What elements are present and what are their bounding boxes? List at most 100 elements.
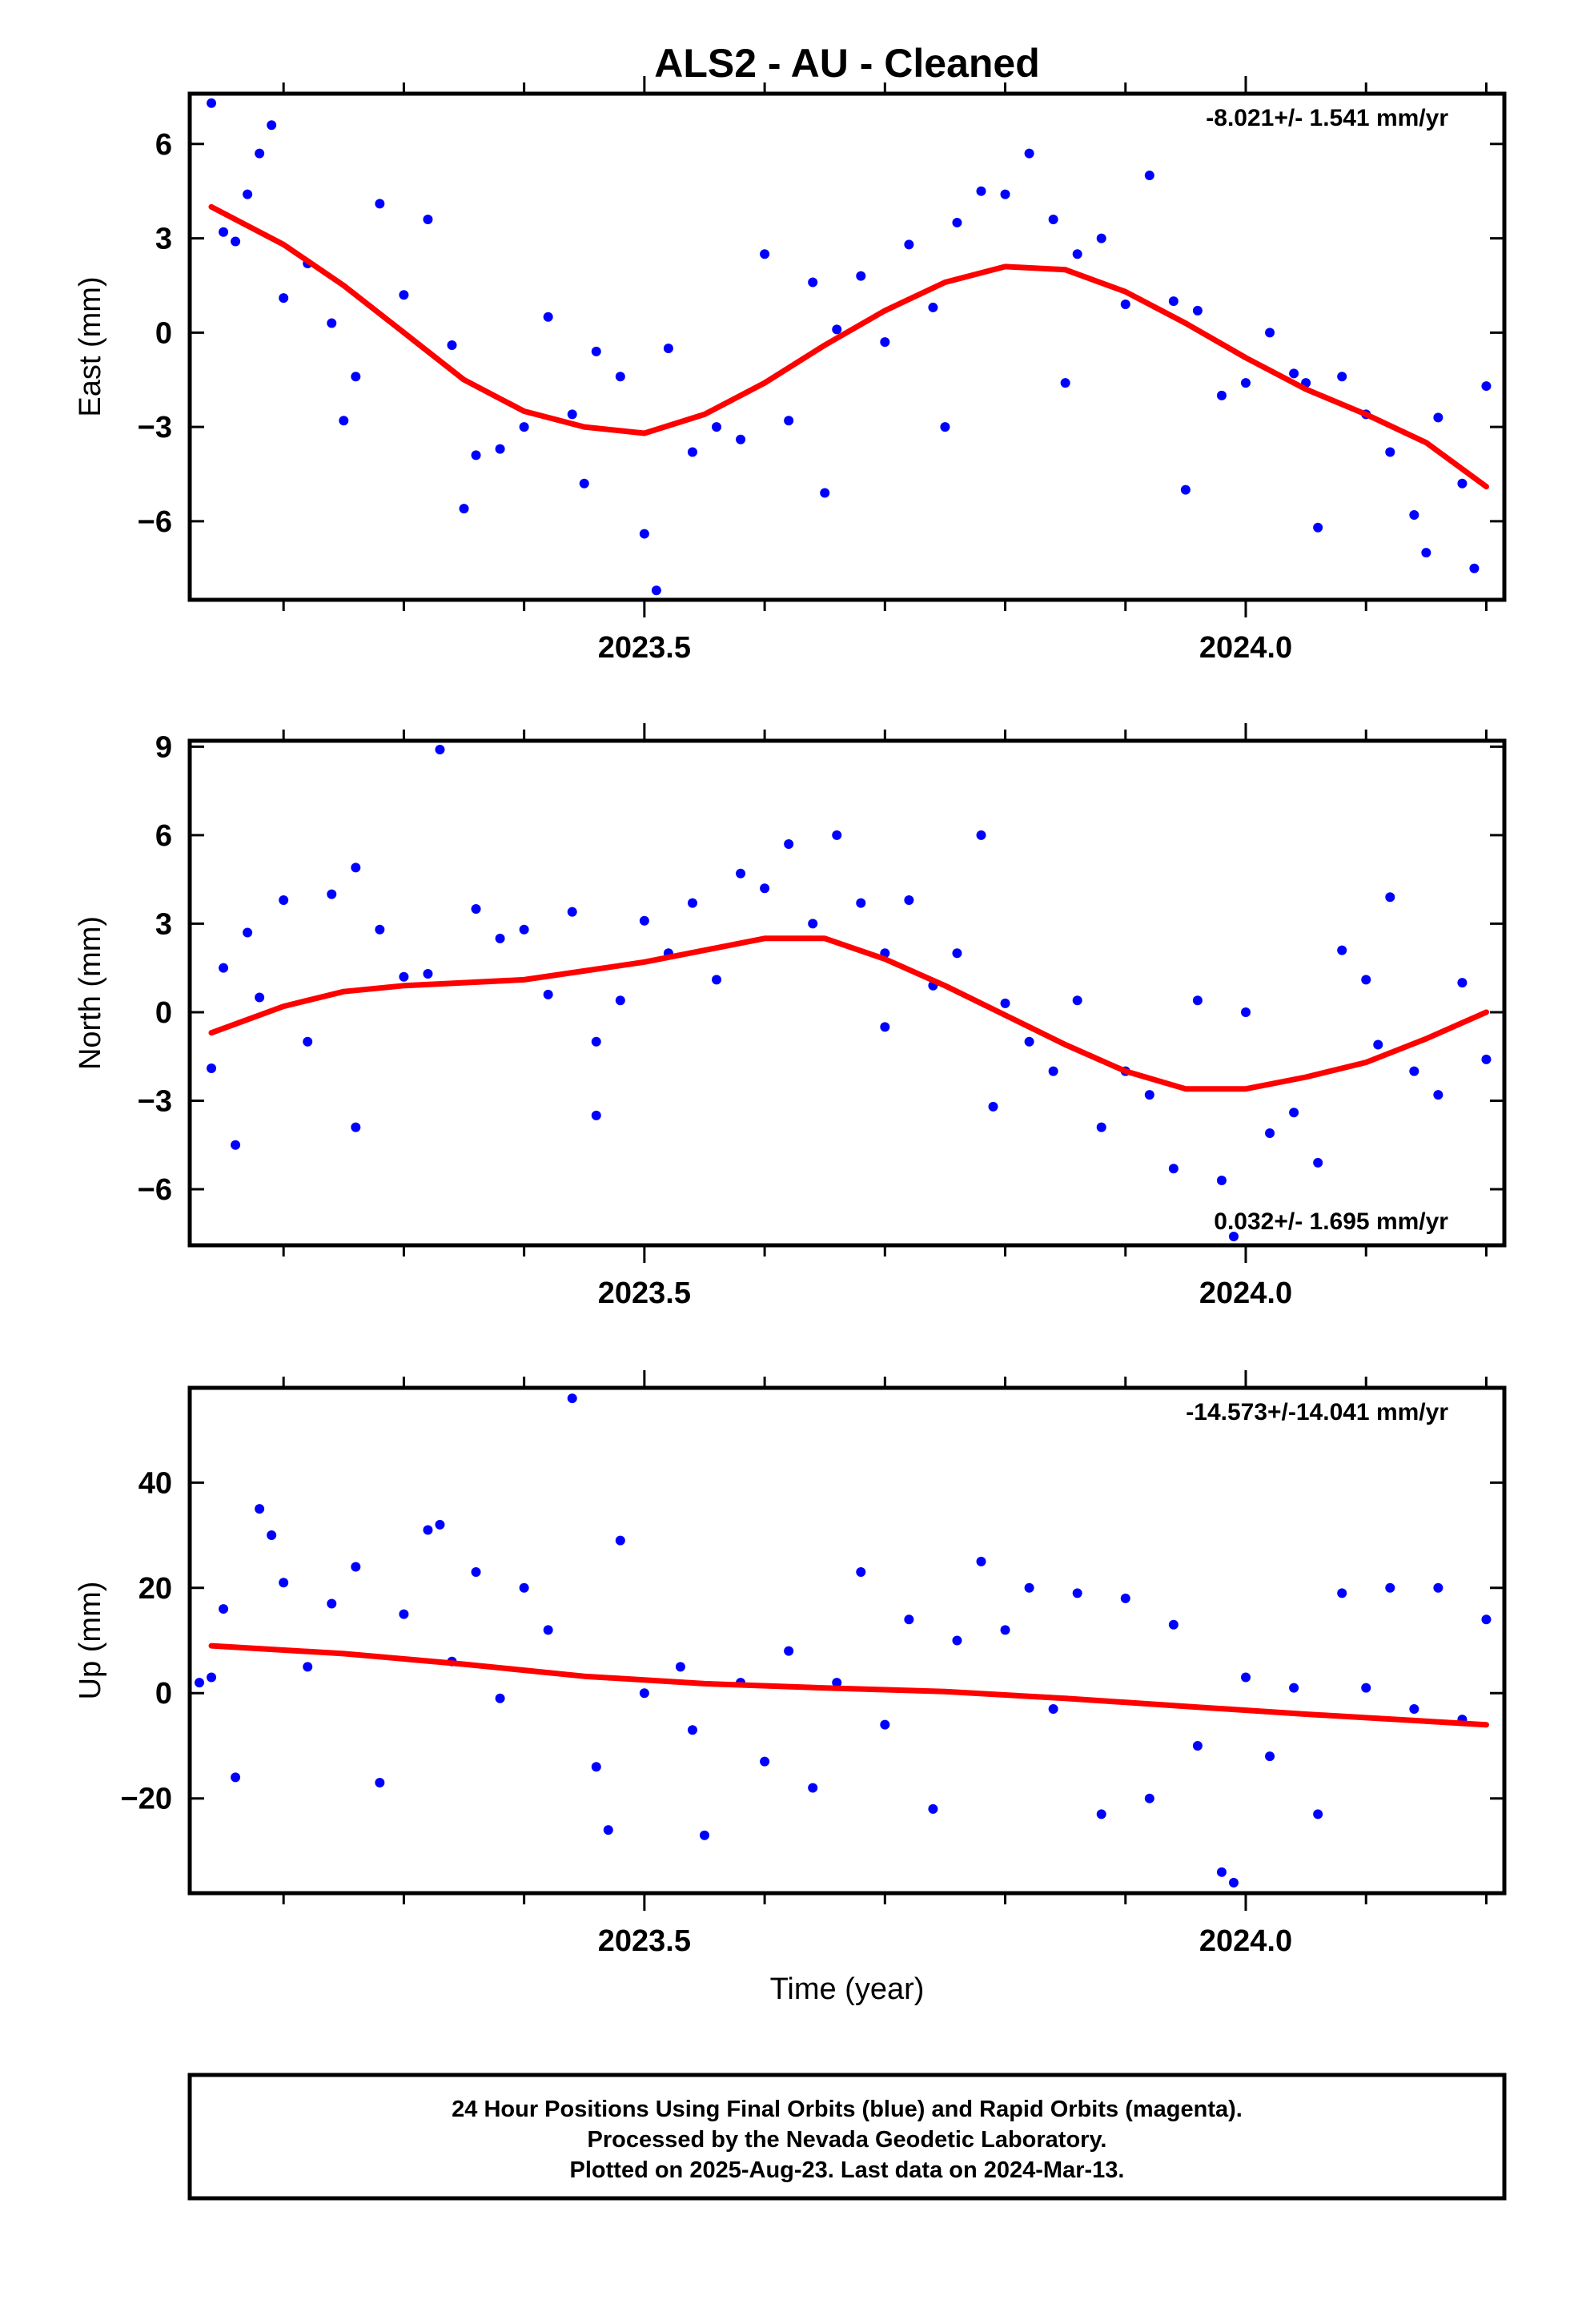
data-point xyxy=(1385,1582,1395,1593)
north-panel: −6 −3 0 3 6 9 2023.5 2024.0 North (mm) 0.032+/- 1… xyxy=(74,723,1507,1310)
data-point xyxy=(808,919,818,929)
y-tick-label: −20 xyxy=(121,1783,172,1816)
data-point xyxy=(543,989,553,999)
footer-line-3: Plotted on 2025-Aug-23. Last data on 202… xyxy=(570,2157,1125,2183)
data-point xyxy=(1409,1703,1419,1714)
data-point xyxy=(267,1530,277,1541)
y-tick-label: −6 xyxy=(138,505,172,539)
data-point xyxy=(651,585,661,596)
data-point xyxy=(423,1525,433,1535)
data-point xyxy=(615,372,625,382)
data-point xyxy=(351,1122,361,1132)
data-point xyxy=(1024,1036,1034,1047)
data-point xyxy=(760,1756,770,1767)
data-point xyxy=(736,434,746,444)
data-point xyxy=(351,1562,361,1572)
data-point xyxy=(1337,372,1347,382)
data-point xyxy=(699,1830,709,1840)
data-point xyxy=(207,1672,217,1683)
data-point xyxy=(1409,1066,1419,1076)
data-point xyxy=(952,948,962,959)
data-point xyxy=(952,217,962,227)
data-point xyxy=(1265,1128,1275,1138)
data-point xyxy=(880,1022,890,1032)
data-point xyxy=(303,1036,313,1047)
east-panel: −6 −3 0 3 6 2023.5 2024.0 East (mm) -8.021+/- 1.… xyxy=(74,76,1507,665)
data-point xyxy=(1289,1683,1299,1693)
data-point xyxy=(207,98,217,108)
y-tick-label: 20 xyxy=(139,1572,172,1606)
data-point xyxy=(712,422,722,432)
data-point xyxy=(1024,1582,1034,1593)
data-point xyxy=(1000,998,1010,1008)
y-tick-label: −3 xyxy=(138,1084,172,1118)
data-point xyxy=(1072,249,1082,259)
data-point xyxy=(1072,995,1082,1006)
data-point xyxy=(375,199,385,209)
fit-curve xyxy=(208,1642,1489,1728)
footer-line-1: 24 Hour Positions Using Final Orbits (bl… xyxy=(452,2097,1243,2122)
data-point xyxy=(423,969,433,979)
fit-curve xyxy=(208,935,1489,1092)
data-point xyxy=(687,1725,697,1735)
data-point xyxy=(591,1762,601,1772)
footer-line-2: Processed by the Nevada Geodetic Laborat… xyxy=(588,2127,1107,2153)
plot-frame xyxy=(187,738,1507,1248)
data-point xyxy=(1144,1090,1154,1100)
data-point xyxy=(880,337,890,348)
data-point xyxy=(736,868,746,879)
data-point xyxy=(351,862,361,873)
data-point xyxy=(1024,148,1034,159)
data-point xyxy=(1481,1614,1492,1625)
data-point xyxy=(435,1519,445,1530)
y-tick-label: 3 xyxy=(155,223,172,256)
data-point xyxy=(1096,1122,1106,1132)
x-tick-label: 2024.0 xyxy=(1199,631,1292,665)
data-point xyxy=(639,1688,649,1699)
x-tick-label: 2023.5 xyxy=(598,631,691,665)
rate-annotation: 0.032+/- 1.695 mm/yr xyxy=(1214,1208,1448,1235)
data-point xyxy=(303,1662,313,1672)
data-point xyxy=(712,975,722,985)
data-point xyxy=(459,504,469,514)
data-point xyxy=(1433,1090,1443,1100)
x-tick-label: 2023.5 xyxy=(598,1277,691,1310)
y-axis-label: East (mm) xyxy=(74,276,107,416)
plot-frame xyxy=(187,1385,1507,1896)
data-point xyxy=(1457,978,1468,988)
y-axis-label: North (mm) xyxy=(74,916,107,1070)
data-point xyxy=(615,995,625,1006)
data-point xyxy=(687,447,697,457)
data-point xyxy=(1216,1867,1227,1877)
data-point xyxy=(1216,390,1227,400)
data-point xyxy=(1289,1108,1299,1118)
data-point xyxy=(976,186,986,196)
x-axis-label: Time (year) xyxy=(770,1972,925,2006)
data-point xyxy=(1409,510,1419,521)
data-point xyxy=(375,1777,385,1787)
data-point xyxy=(1265,1751,1275,1762)
rate-annotation: -8.021+/- 1.541 mm/yr xyxy=(1206,105,1448,131)
data-point xyxy=(856,898,866,908)
data-point xyxy=(399,290,409,300)
data-point xyxy=(255,1504,265,1514)
data-point xyxy=(1373,1039,1383,1050)
y-tick-label: 3 xyxy=(155,907,172,941)
data-point xyxy=(784,416,794,426)
y-tick-label: 0 xyxy=(155,1677,172,1711)
data-point xyxy=(687,898,697,908)
data-point xyxy=(904,239,914,250)
data-point xyxy=(495,444,505,454)
data-point xyxy=(327,889,337,899)
data-point xyxy=(1096,1809,1106,1819)
data-point xyxy=(435,745,445,755)
data-point xyxy=(1385,447,1395,457)
plot-frame xyxy=(187,91,1507,602)
data-point xyxy=(1180,485,1191,495)
data-point xyxy=(567,907,577,917)
data-point xyxy=(351,372,361,382)
data-point xyxy=(1144,1793,1154,1803)
data-point xyxy=(832,324,842,335)
data-point xyxy=(760,883,770,894)
data-point xyxy=(495,1693,505,1703)
